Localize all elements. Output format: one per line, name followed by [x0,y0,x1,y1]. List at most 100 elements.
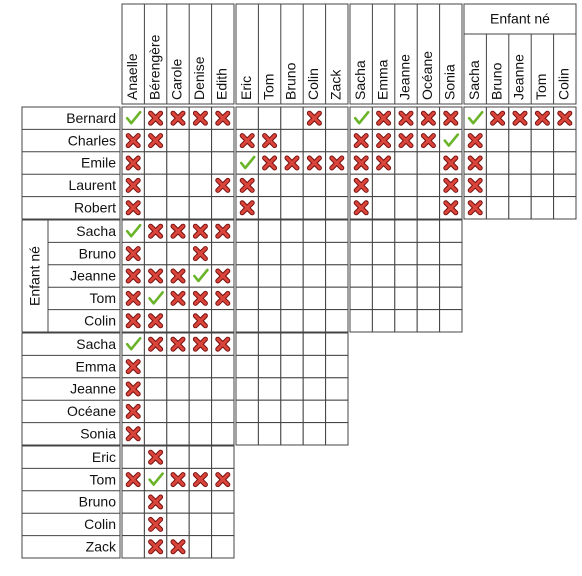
row-label: Colin [84,516,116,532]
check-mark [443,133,460,147]
cross-stroke [377,134,391,148]
cross-stroke [193,337,207,351]
grid-cell [416,151,441,175]
check-mark [125,223,142,238]
column-label: Sonia [442,64,458,100]
grid-cell [416,173,441,198]
grid-cell [280,399,304,424]
cross-mark [443,200,459,216]
cross-stroke [354,134,368,148]
grid-cell [121,106,145,130]
cross-mark [125,177,141,193]
row-label: Emma [76,358,117,374]
grid-cell [325,264,349,288]
cross-stroke [126,156,140,170]
check-mark [125,336,142,351]
grid-cell [143,173,168,198]
grid-cell [257,173,282,198]
cross-stroke [444,178,458,192]
check-mark [125,110,142,125]
grid-cell [166,151,190,175]
grid-cell [485,196,510,220]
column-label: Tom [260,74,276,100]
row-label: Sonia [80,426,116,442]
grid-cell [349,264,373,288]
cross-mark [467,155,483,171]
grid-cell [485,128,510,153]
cross-mark [262,155,278,171]
cross-mark [557,110,573,126]
row-label: Bernard [66,110,116,126]
grid-cell [188,264,213,288]
grid-cell [235,377,259,401]
grid-cell [188,512,213,537]
cross-mark [239,177,255,193]
cross-stroke [149,517,163,531]
column-label: Océane [419,51,435,100]
cross-stroke [354,201,368,215]
grid-cell [211,490,235,514]
grid-cell [416,196,441,220]
cross-stroke [149,495,163,509]
cross-stroke [126,314,140,328]
grid-cell [371,286,396,311]
column-label: Bruno [488,62,504,100]
row-group-title: Enfant né [27,246,43,306]
cross-mark [170,268,186,284]
grid-cell [371,309,396,333]
cross-mark [148,313,164,329]
grid-cell [280,377,304,401]
grid-cell [211,422,235,446]
column-label: Sacha [352,60,368,100]
grid-cell [166,512,190,537]
cross-mark [125,200,141,216]
grid-cell [280,422,304,446]
grid-cell [394,196,418,220]
grid-cell [394,286,418,311]
grid-cell [121,332,145,356]
cross-mark [170,336,186,352]
cross-mark [148,516,164,532]
grid-cell [166,490,190,514]
grid-cell [143,399,168,424]
grid-cell [143,151,168,175]
cross-stroke [468,156,482,170]
grid-cell [553,128,577,153]
grid-cell [280,241,304,266]
grid-cell [257,219,282,243]
cross-stroke [399,134,413,148]
cross-mark [215,336,231,352]
grid-cell [188,354,213,379]
cross-stroke [444,201,458,215]
cross-stroke [149,337,163,351]
grid-cell [302,286,327,311]
cross-mark [306,110,322,126]
grid-cell [166,173,190,198]
cross-stroke [149,269,163,283]
grid-cell [235,354,259,379]
cross-stroke [240,201,254,215]
grid-cell [325,196,349,220]
cross-mark [125,155,141,171]
cross-mark [353,133,369,149]
cross-stroke [491,111,505,125]
grid-cell [235,106,259,130]
column-label: Emma [374,59,390,100]
check-stroke [125,223,142,238]
grid-cell [121,535,145,559]
grid-cell [211,399,235,424]
grid-cell [211,241,235,266]
grid-cell [121,219,145,243]
grid-cell [325,332,349,356]
cross-mark [534,110,550,126]
grid-cell [257,422,282,446]
check-stroke [148,291,164,305]
check-stroke [467,110,484,125]
cross-mark [376,133,392,149]
grid-cell [485,151,510,175]
cross-stroke [330,156,344,170]
grid-cell [211,196,235,220]
grid-cell [211,309,235,333]
column-label: Anaelle [124,53,140,100]
row-label: Eric [92,449,116,465]
